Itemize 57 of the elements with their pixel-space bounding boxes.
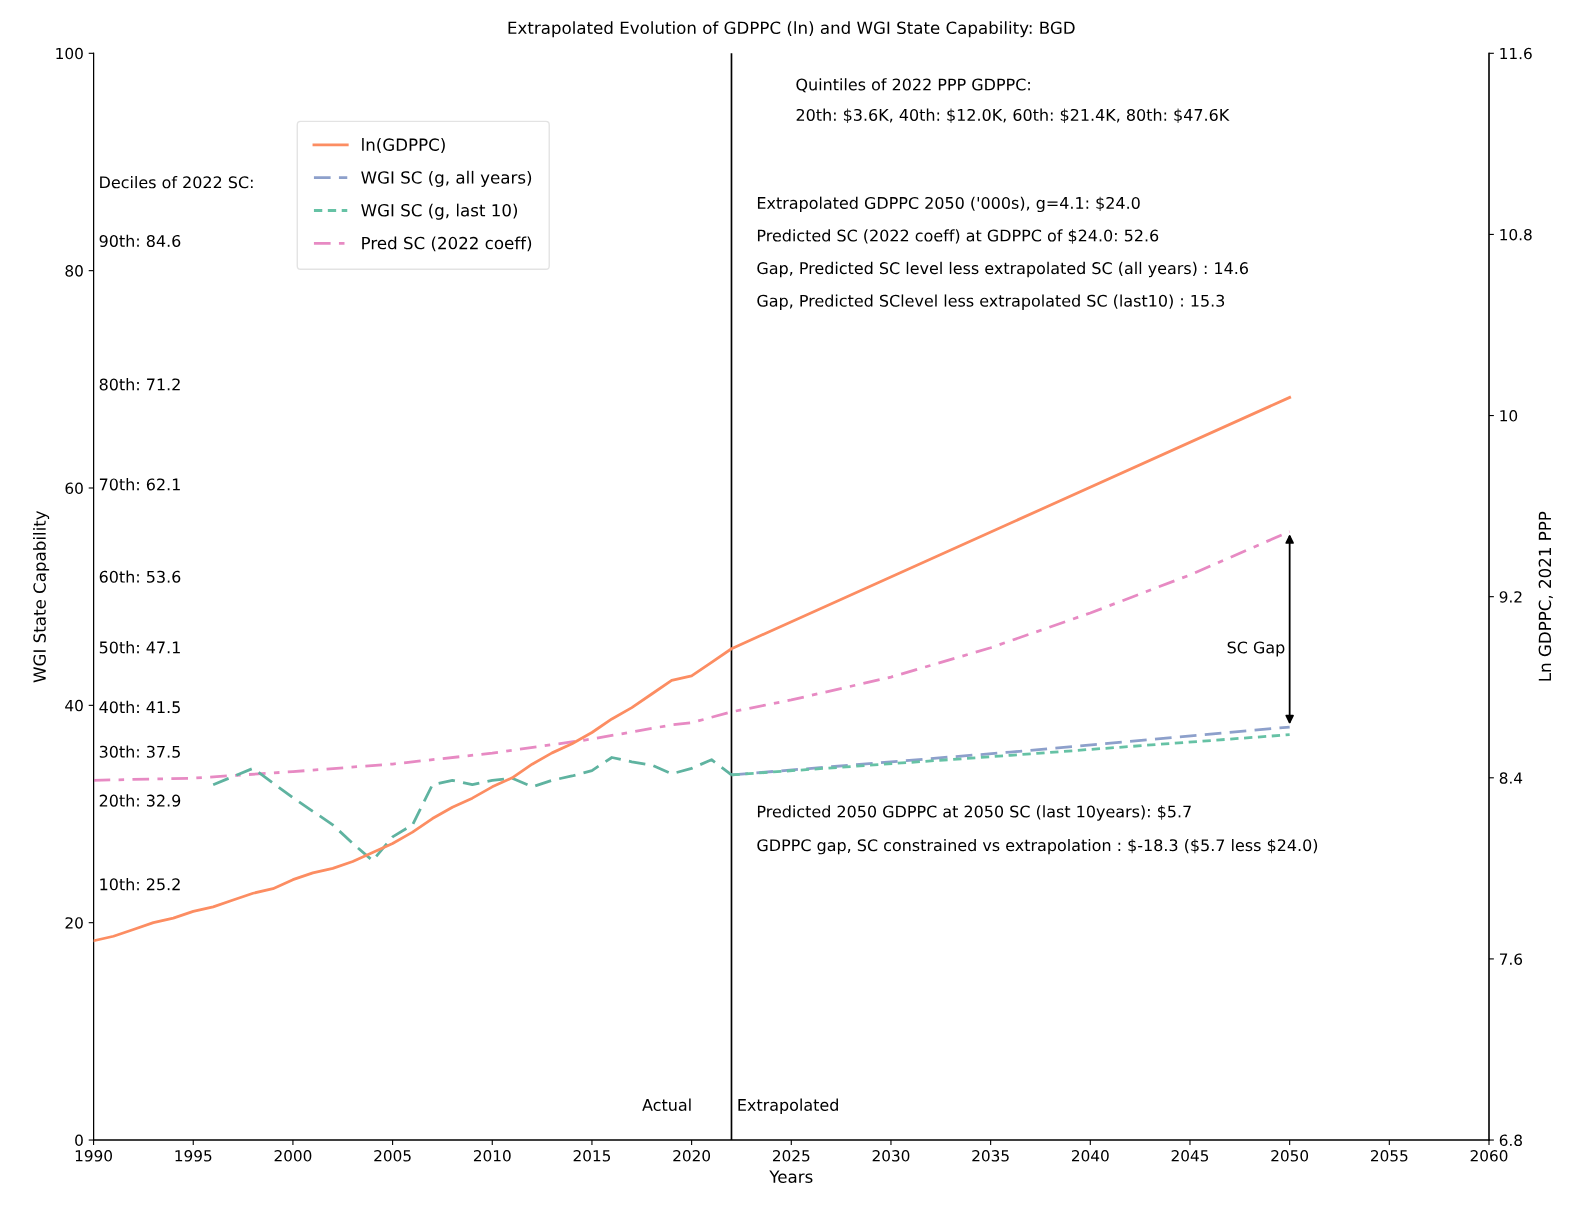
annotation: Predicted SC (2022 coeff) at GDPPC of $24.0: 52.6	[757, 229, 1159, 244]
y2-tick-label: 6.8	[1499, 1134, 1522, 1147]
x-axis-title: Years	[769, 1170, 813, 1183]
annotation: SC Gap	[1227, 641, 1285, 657]
x-tick-label: 2025	[772, 1150, 810, 1162]
x-tick-label: 2055	[1371, 1150, 1408, 1162]
x-tick-label: 2015	[573, 1150, 611, 1162]
y2-tick-label: 10.8	[1500, 228, 1532, 241]
annotation: 60th: 53.6	[99, 570, 181, 583]
y-tick-label: 0	[75, 1134, 83, 1147]
y2-tick-label: 11.6	[1500, 47, 1532, 60]
y-tick-label: 40	[65, 699, 83, 712]
annotation: 90th: 84.6	[99, 234, 181, 248]
annotation: Extrapolated	[738, 1098, 838, 1115]
x-tick-label: 2030	[872, 1150, 910, 1162]
y-tick-label: 80	[65, 265, 83, 277]
y-tick-label: 20	[65, 917, 83, 929]
x-tick-label: 1990	[75, 1150, 112, 1162]
legend-label: Pred SC (2022 coeff)	[362, 236, 532, 252]
annotation: Predicted 2050 GDPPC at 2050 SC (last 10years): $5.7	[757, 805, 1191, 821]
chart-title: Extrapolated Evolution of GDPPC (ln) and WGI State Capability: BGD	[508, 21, 1075, 38]
y2-axis-title: Ln GDPPC, 2021 PPP	[1538, 511, 1553, 681]
y-tick-label: 60	[65, 482, 83, 495]
x-tick-label: 2050	[1271, 1150, 1309, 1162]
x-tick-label: 1995	[175, 1150, 212, 1162]
y2-tick-label: 8.4	[1499, 772, 1523, 784]
x-tick-label: 2035	[972, 1150, 1009, 1162]
annotation: Extrapolated GDPPC 2050 ('000s), g=4.1: $24.0	[757, 196, 1140, 213]
legend-label: WGI SC (g, all years)	[361, 170, 532, 187]
annotation: Deciles of 2022 SC:	[100, 175, 253, 189]
y2-tick-label: 9.2	[1499, 591, 1522, 603]
x-tick-label: 2010	[473, 1150, 511, 1162]
y2-tick-label: 7.6	[1499, 953, 1523, 965]
y-axis-title: WGI State Capability	[33, 510, 50, 683]
x-tick-label: 2000	[274, 1150, 312, 1162]
annotation: Gap, Predicted SC level less extrapolated SC (all years) : 14.6	[757, 261, 1248, 278]
y-tick-label: 100	[56, 47, 83, 60]
annotation: Actual	[642, 1098, 691, 1111]
annotation: 20th: $3.6K, 40th: $12.0K, 60th: $21.4K, 80th: $47.6K	[796, 108, 1230, 124]
x-tick-label: 2005	[374, 1150, 411, 1162]
x-tick-label: 2060	[1470, 1150, 1508, 1162]
x-tick-label: 2020	[673, 1150, 711, 1162]
legend-label: WGI SC (g, last 10)	[361, 203, 518, 220]
annotation: 40th: 41.5	[99, 700, 180, 714]
annotation: 20th: 32.9	[99, 794, 181, 807]
annotation: GDPPC gap, SC constrained vs extrapolation : $-18.3 ($5.7 less $24.0)	[757, 838, 1318, 855]
annotation: Quintiles of 2022 PPP GDPPC:	[796, 78, 1030, 93]
x-tick-label: 2045	[1171, 1150, 1209, 1162]
y2-tick-label: 10	[1500, 410, 1518, 422]
annotation: 30th: 37.5	[99, 745, 180, 758]
legend-label: ln(GDPPC)	[362, 138, 445, 153]
annotation: 80th: 71.2	[99, 378, 180, 391]
x-tick-label: 2040	[1071, 1150, 1109, 1162]
annotation: 10th: 25.2	[100, 878, 180, 891]
annotation: 50th: 47.1	[99, 641, 180, 654]
annotation: 70th: 62.1	[99, 478, 180, 491]
annotation: Gap, Predicted SClevel less extrapolated SC (last10) : 15.3	[757, 294, 1225, 310]
